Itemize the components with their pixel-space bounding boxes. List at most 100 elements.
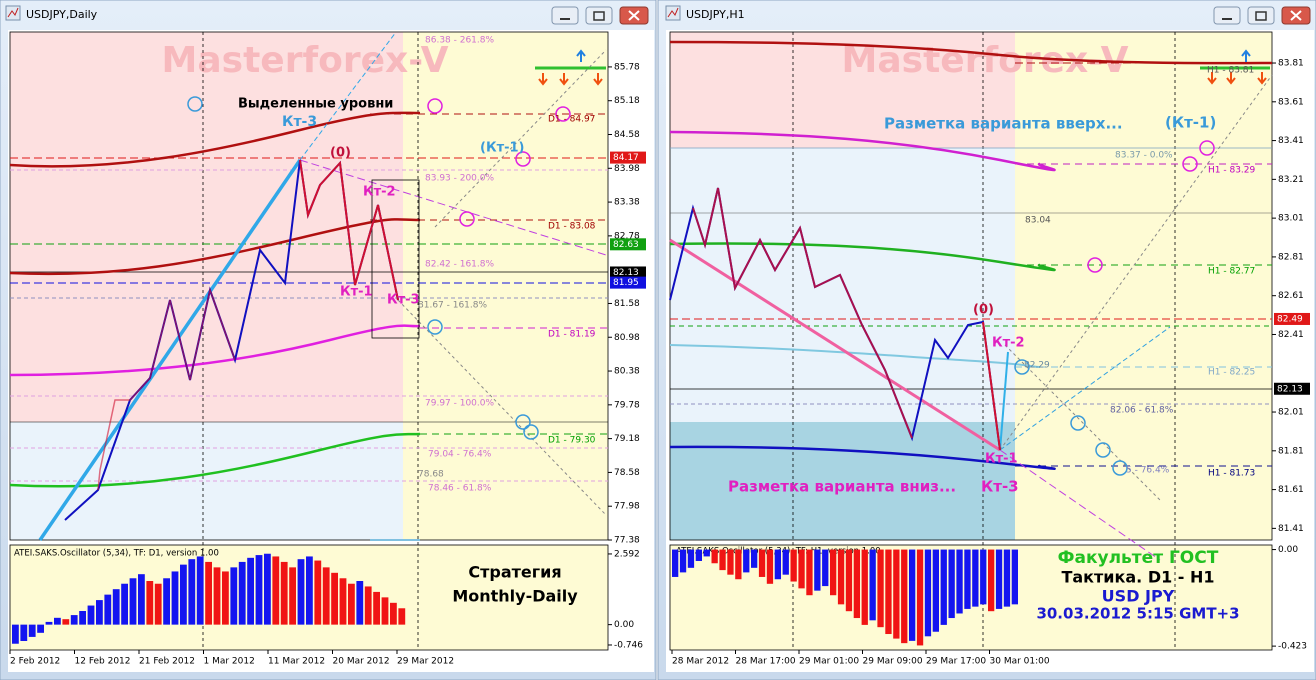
oscillator-bar bbox=[988, 549, 995, 612]
annotation: (Кт-1) bbox=[1165, 114, 1216, 132]
trend-line bbox=[434, 49, 607, 228]
minimize-button[interactable] bbox=[551, 6, 579, 25]
oscillator-bar bbox=[743, 549, 750, 573]
caption: Стратегия bbox=[468, 563, 561, 582]
oscillator-bar bbox=[138, 574, 145, 625]
price-zigzag bbox=[299, 159, 399, 301]
button-glyph bbox=[1255, 11, 1267, 21]
oscillator-bar bbox=[703, 549, 710, 557]
price-marker bbox=[610, 151, 646, 164]
oscillator-bar bbox=[916, 549, 924, 646]
oscillator-bar bbox=[679, 549, 687, 573]
minimize-button[interactable] bbox=[1213, 6, 1241, 25]
marker-circle bbox=[427, 319, 443, 335]
oscillator-bar bbox=[45, 621, 53, 625]
trend-line bbox=[999, 326, 1171, 451]
date-label: 2 Feb 2012 bbox=[10, 657, 60, 667]
annotation: Кт-2 bbox=[363, 185, 396, 200]
price-marker bbox=[610, 266, 646, 279]
oscillator-bar bbox=[222, 571, 229, 625]
arrow-down bbox=[538, 73, 603, 86]
oscillator-bar bbox=[37, 624, 44, 633]
oscillator-bar bbox=[995, 549, 1003, 609]
date-label: 28 Mar 2012 bbox=[672, 657, 729, 667]
price-marker bbox=[1274, 312, 1310, 325]
maximize-button[interactable] bbox=[585, 6, 613, 25]
moving-average bbox=[9, 432, 421, 488]
zone-pink bbox=[10, 32, 403, 422]
oscillator-bar bbox=[845, 549, 853, 612]
level-label: 82.29 bbox=[1024, 361, 1050, 371]
oscillator-bar bbox=[230, 567, 238, 625]
oscillator-bar bbox=[774, 549, 781, 580]
price-tick-label: 83.98 bbox=[614, 164, 640, 174]
price-zigzag bbox=[692, 187, 913, 439]
arrow-down bbox=[1207, 72, 1267, 85]
level-label: D1 - 84.97 bbox=[548, 115, 595, 125]
selection-box bbox=[371, 179, 420, 339]
annotation: (Кт-1) bbox=[480, 141, 524, 156]
oscillator-bar bbox=[255, 555, 263, 625]
oscillator-bar bbox=[727, 549, 734, 575]
annotation: Кт-3 bbox=[387, 293, 420, 308]
zone-blue bbox=[670, 148, 1015, 422]
trend-line bbox=[669, 238, 1001, 452]
oscillator-bar bbox=[87, 605, 95, 625]
oscillator-bar bbox=[830, 549, 837, 596]
trend-line bbox=[999, 74, 1273, 451]
level-label: 82.06 - 61.8% bbox=[1110, 406, 1174, 416]
arrow-up bbox=[1241, 49, 1251, 62]
level-label: 83.93 - 200.0% bbox=[425, 174, 494, 184]
oscillator-bar bbox=[822, 549, 829, 587]
price-zigzag bbox=[982, 321, 1001, 451]
oscillator-tick-label: 2.592 bbox=[614, 549, 640, 559]
oscillator-bar bbox=[96, 600, 103, 625]
marker-circle bbox=[1199, 140, 1215, 156]
maximize-button[interactable] bbox=[1247, 6, 1275, 25]
date-label: 1 Mar 2012 bbox=[204, 657, 255, 667]
oscillator-bar bbox=[62, 619, 70, 625]
oscillator-bar bbox=[373, 591, 380, 625]
caption: 30.03.2012 5:15 GMT+3 bbox=[1036, 605, 1239, 623]
oscillator-bar bbox=[1011, 549, 1018, 605]
annotation: (0) bbox=[973, 303, 994, 318]
marker-circle bbox=[1182, 156, 1198, 172]
plot-frame bbox=[669, 31, 1273, 541]
price-tick-label: 83.61 bbox=[1278, 97, 1304, 107]
caption: Monthly-Daily bbox=[452, 587, 578, 606]
oscillator-bar bbox=[948, 549, 955, 619]
level-label: 86.38 - 261.8% bbox=[425, 36, 494, 46]
oscillator-bar bbox=[972, 549, 979, 607]
annotation: Кт-2 bbox=[992, 336, 1025, 351]
marker-circle bbox=[187, 96, 203, 112]
oscillator-bar bbox=[735, 549, 742, 580]
oscillator-bar bbox=[331, 572, 338, 625]
moving-average bbox=[9, 218, 421, 276]
oscillator-bar bbox=[766, 549, 774, 584]
oscillator-bar bbox=[885, 549, 892, 635]
oscillator-bar bbox=[390, 602, 397, 625]
price-tick-label: 83.41 bbox=[1278, 136, 1304, 146]
price-tick-label: 80.98 bbox=[614, 333, 640, 343]
watermark: Masterforex-V bbox=[162, 40, 449, 81]
zone-yellow bbox=[1015, 32, 1272, 540]
oscillator-bar bbox=[356, 581, 364, 625]
level-label: 79.04 - 76.4% bbox=[428, 450, 492, 460]
oscillator-bar bbox=[79, 611, 86, 625]
moving-average bbox=[669, 130, 1056, 172]
window-title: USDJPY,H1 bbox=[686, 8, 745, 21]
marker-circle bbox=[459, 211, 475, 227]
oscillator-bar bbox=[297, 559, 305, 625]
date-label: 11 Mar 2012 bbox=[268, 657, 325, 667]
oscillator-bar bbox=[280, 561, 288, 625]
annotation: Кт-1 bbox=[340, 285, 373, 300]
oscillator-bar bbox=[364, 586, 372, 625]
oscillator-bar bbox=[398, 608, 406, 625]
price-tick-label: 81.81 bbox=[1278, 446, 1304, 456]
oscillator-bar bbox=[901, 549, 908, 644]
oscillator-tick-label: 0.00 bbox=[614, 620, 634, 630]
marker-circle bbox=[515, 151, 531, 167]
moving-average bbox=[669, 242, 1056, 272]
price-tick-label: 82.78 bbox=[614, 231, 640, 241]
